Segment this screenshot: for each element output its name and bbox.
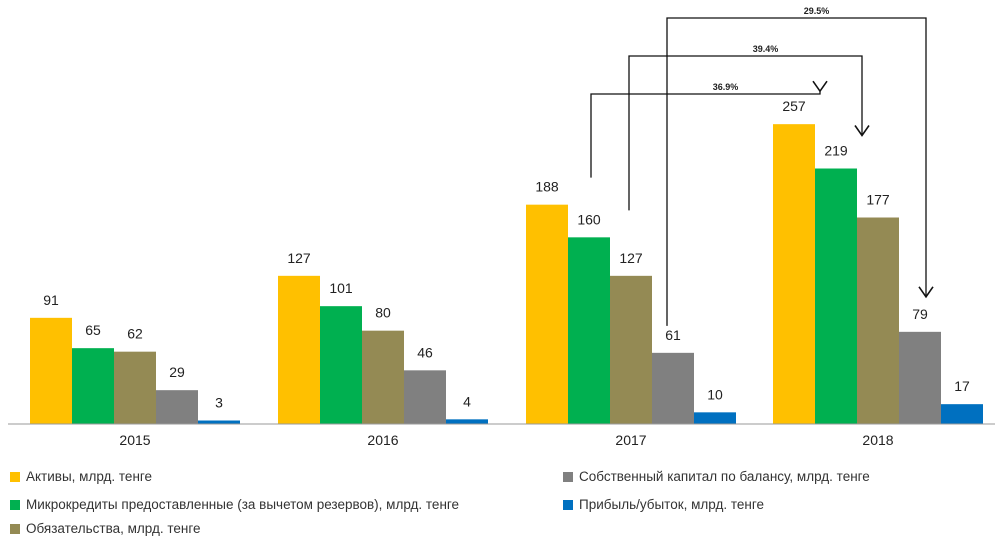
value-label-equity-2015: 29 (169, 364, 185, 380)
legend-swatch-equity (563, 471, 573, 482)
value-label-loans-2018: 219 (824, 143, 848, 159)
bar-liabilities-2018 (857, 217, 899, 424)
bar-loans-2016 (320, 306, 362, 424)
bar-chart: 91 65 62 29 3 127 101 80 46 4 188 160 127 61 10 257 219 1… (8, 6, 995, 448)
bar-assets-2015 (30, 317, 72, 424)
value-label-profit-2018: 17 (954, 378, 970, 394)
bar-profit-2015 (198, 420, 240, 424)
growth-arrowhead-assets (812, 80, 828, 93)
bar-liabilities-2015 (114, 351, 156, 424)
growth-arrow-loans: 39.4% (628, 44, 870, 211)
legend-item-assets: Активы, млрд. тенге (10, 469, 152, 484)
legend-swatch-liabilities (10, 523, 20, 534)
legend-item-profit: Прибыль/убыток, млрд. тенге (563, 497, 764, 512)
legend-label-profit: Прибыль/убыток, млрд. тенге (579, 497, 764, 512)
growth-arrowhead-loans (854, 125, 870, 137)
bar-loans-2018 (815, 168, 857, 424)
value-label-loans-2016: 101 (329, 280, 353, 296)
legend-item-loans: Микрокредиты предоставленные (за вычетом… (10, 497, 459, 512)
value-label-assets-2017: 188 (535, 179, 559, 195)
growth-label-assets: 36.9% (713, 82, 739, 92)
legend-label-assets: Активы, млрд. тенге (26, 469, 153, 484)
value-label-assets-2015: 91 (43, 292, 59, 308)
value-label-profit-2017: 10 (707, 386, 723, 402)
value-label-loans-2017: 160 (577, 211, 601, 227)
legend-swatch-assets (10, 471, 20, 482)
growth-arrow-equity: 29.5% (666, 6, 934, 326)
growth-arrowhead-equity (918, 286, 934, 299)
bar-liabilities-2017 (610, 275, 652, 424)
legend-swatch-loans (10, 499, 20, 510)
growth-arrow-assets: 36.9% (590, 80, 828, 178)
bar-profit-2017 (694, 412, 736, 424)
bar-profit-2016 (446, 419, 488, 424)
value-label-liabilities-2017: 127 (619, 250, 643, 266)
value-labels-layer: 91 65 62 29 3 127 101 80 46 4 188 160 127 61 10 257 219 1… (43, 98, 970, 410)
value-label-loans-2015: 65 (85, 322, 101, 338)
x-tick-labels: 2015 2016 2017 2018 (119, 432, 893, 448)
legend-swatch-profit (563, 499, 573, 510)
value-label-assets-2018: 257 (782, 98, 806, 114)
bar-loans-2015 (72, 348, 114, 424)
legend-item-equity: Собственный капитал по балансу, млрд. те… (563, 469, 870, 484)
legend-item-liabilities: Обязательства, млрд. тенге (10, 521, 200, 536)
value-label-profit-2016: 4 (463, 393, 471, 409)
growth-connector-assets (590, 91, 821, 178)
legend-label-liabilities: Обязательства, млрд. тенге (26, 521, 201, 536)
legend-label-equity: Собственный капитал по балансу, млрд. те… (579, 469, 870, 484)
value-label-liabilities-2018: 177 (866, 192, 890, 208)
bar-liabilities-2016 (362, 330, 404, 424)
value-label-assets-2016: 127 (287, 250, 311, 266)
bar-loans-2017 (568, 237, 610, 424)
bar-assets-2016 (278, 275, 320, 424)
growth-annotations: 36.9% 39.4% 29.5% (590, 6, 934, 326)
value-label-profit-2015: 3 (215, 395, 223, 411)
bar-equity-2015 (156, 390, 198, 424)
bar-equity-2016 (404, 370, 446, 424)
growth-label-loans: 39.4% (753, 44, 779, 54)
x-tick-2018: 2018 (862, 432, 893, 448)
value-label-liabilities-2015: 62 (127, 326, 143, 342)
growth-label-equity: 29.5% (804, 6, 830, 16)
bar-assets-2018 (773, 124, 815, 425)
bar-equity-2018 (899, 331, 941, 424)
bars-layer (30, 124, 983, 425)
bar-equity-2017 (652, 352, 694, 424)
x-tick-2015: 2015 (119, 432, 150, 448)
legend: Активы, млрд. тенге Микрокредиты предост… (0, 462, 995, 538)
growth-connector-equity (666, 17, 927, 326)
value-label-equity-2016: 46 (417, 344, 433, 360)
bar-assets-2017 (526, 204, 568, 424)
growth-connector-loans (628, 55, 863, 211)
legend-label-loans: Микрокредиты предоставленные (за вычетом… (26, 497, 460, 512)
value-label-equity-2018: 79 (912, 306, 928, 322)
bar-profit-2018 (941, 404, 983, 424)
x-tick-2016: 2016 (367, 432, 398, 448)
value-label-equity-2017: 61 (665, 327, 681, 343)
value-label-liabilities-2016: 80 (375, 305, 391, 321)
x-tick-2017: 2017 (615, 432, 646, 448)
